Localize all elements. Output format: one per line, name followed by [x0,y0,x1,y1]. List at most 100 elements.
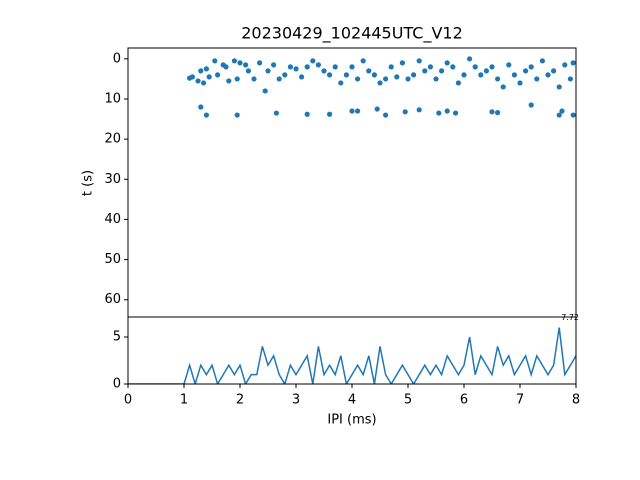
scatter-point [287,64,293,70]
scatter-point [517,80,523,86]
y-tick-label: 0 [113,377,121,392]
scatter-point [271,62,277,68]
annotation: 7.72 [561,313,579,322]
scatter-point [467,56,473,62]
scatter-point [282,72,288,78]
y-tick-label: 30 [104,172,121,187]
scatter-point [478,72,484,78]
scatter-point [483,68,489,74]
scatter-point [523,68,529,74]
x-tick-label: 6 [460,393,468,408]
scatter-point [405,76,411,82]
scatter-point [416,58,422,64]
scatter-point [265,68,271,74]
scatter-point [383,76,389,82]
y-tick-label: 0 [113,51,121,66]
scatter-point [203,112,209,118]
scatter-point [304,64,310,70]
x-tick-label: 7 [516,393,524,408]
scatter-point [556,84,562,90]
scatter-point [388,64,394,70]
scatter-point [489,109,495,115]
scatter-point [349,108,355,114]
scatter-point [315,62,321,68]
scatter-point [567,76,574,82]
scatter-point [257,60,263,66]
scatter-point [349,64,355,70]
scatter-point [223,64,229,70]
scatter-point [310,58,316,64]
scatter-point [293,66,299,72]
scatter-point [371,72,377,78]
scatter-point [489,64,495,70]
scatter-point [273,110,279,116]
scatter-point [327,111,333,117]
scatter-point [495,110,501,116]
line [128,327,576,384]
scatter-point [201,80,207,86]
scatter-point [450,64,456,70]
scatter-point [338,80,344,86]
y-tick-label: 50 [104,252,121,267]
scatter-point [444,60,450,66]
scatter-point [472,64,478,70]
scatter-point [562,62,568,68]
scatter-point [231,58,237,64]
scatter-point [198,68,204,74]
scatter-point [436,110,442,116]
scatter-point [245,68,251,74]
scatter-point [506,62,512,68]
scatter-point [304,111,310,117]
x-tick-label: 8 [572,393,580,408]
scatter-point [360,58,366,64]
scatter-point [383,112,389,118]
scatter-point [453,110,459,116]
scatter-point [299,74,305,80]
scatter-point [198,104,204,110]
scatter-point [377,80,383,86]
scatter-point [195,78,201,84]
y-tick-label: 5 [113,330,121,345]
scatter-point [234,112,240,118]
scatter-point [394,74,400,80]
scatter-point [559,108,565,114]
scatter-point [251,76,257,82]
scatter-point [545,72,551,78]
chart-title: 20230429_102445UTC_V12 [241,24,463,44]
y-tick-label: 60 [104,292,121,307]
x-tick-label: 2 [236,393,244,408]
scatter-point [570,112,576,118]
y-axis-label: t (s) [81,170,96,196]
scatter-point [461,72,467,78]
y-tick-label: 10 [104,91,121,106]
scatter-point [332,64,338,70]
scatter-point [262,88,268,94]
scatter-point [212,58,218,64]
scatter-point [433,76,439,82]
scatter-point [495,76,501,82]
scatter-point [226,78,232,84]
scatter-point [203,66,209,72]
scatter-point [556,112,562,118]
scatter-point [189,74,195,80]
scatter-point [399,60,405,66]
scatter-point [411,72,417,78]
scatter-point [206,74,212,80]
y-tick-label: 20 [104,132,121,147]
x-tick-label: 1 [180,393,188,408]
scatter-point [427,64,433,70]
scatter-point [511,72,517,78]
scatter-point [276,76,282,82]
scatter-point [416,107,422,113]
scatter-point [327,72,333,78]
x-tick-label: 4 [348,393,356,408]
x-tick-label: 0 [124,393,132,408]
scatter-point [366,68,372,74]
scatter-point [343,72,349,78]
x-tick-label: 3 [292,393,300,408]
x-tick-label: 5 [404,393,412,408]
x-axis-label: IPI (ms) [327,413,376,428]
scatter-point [422,68,428,74]
